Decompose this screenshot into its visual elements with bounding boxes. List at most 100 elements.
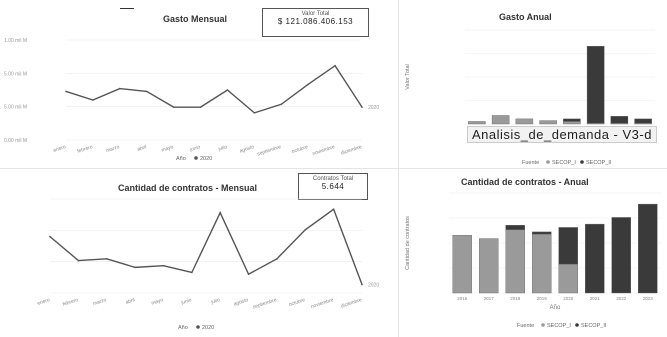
annual-spend-title: Gasto Anual xyxy=(499,12,552,22)
legend-item: 2020 xyxy=(200,156,212,162)
bar-SECOP_II-2020 xyxy=(558,227,578,265)
data-point xyxy=(145,90,148,93)
horizontal-divider xyxy=(0,168,667,169)
legend-item: SECOP_I xyxy=(547,323,571,329)
x-tick-label: abril xyxy=(125,297,136,306)
kpi-value: 5.644 xyxy=(321,182,345,191)
x-tick-label: 2016 xyxy=(457,296,468,301)
y-tick-label: 5.00 mil M xyxy=(4,71,27,77)
data-point xyxy=(247,273,250,275)
y-axis-label: Cantidad de contratos xyxy=(405,216,411,270)
monthly-contracts-title: Cantidad de contratos - Mensual xyxy=(118,183,258,193)
data-point xyxy=(361,106,363,108)
bar-SECOP_II-2022 xyxy=(610,116,629,124)
bar-SECOP_II-2018 xyxy=(505,225,525,230)
logo-mark xyxy=(120,8,134,9)
x-tick-label: junio xyxy=(180,297,193,306)
x-tick-label: 2023 xyxy=(643,296,654,301)
data-point xyxy=(134,266,136,269)
data-point xyxy=(361,283,363,286)
kpi-value: $ 121.086.406.153 xyxy=(277,17,354,26)
bar-SECOP_I-2017 xyxy=(491,115,510,125)
series-end-label: 2020 xyxy=(368,105,379,111)
bar-SECOP_I-2020 xyxy=(558,263,578,294)
x-tick-label: noviembre xyxy=(312,144,336,157)
data-point xyxy=(334,64,336,67)
bar-SECOP_II-2021 xyxy=(585,223,605,294)
x-tick-label: septiembre xyxy=(257,144,283,157)
legend-swatch xyxy=(546,160,550,164)
series-end-label: 2020 xyxy=(368,282,379,288)
x-tick-label: diciembre xyxy=(340,144,363,156)
monthly-spend-line-chart[interactable]: enero febrero marzo abril mayo junio julio agos… xyxy=(0,0,398,168)
x-tick-label: 2021 xyxy=(590,296,601,301)
x-tick-label: septiembre xyxy=(252,297,278,310)
annual-contracts-panel: Cantidad de contratos - Anual 2016 2017 20… xyxy=(399,169,667,337)
monthly-contracts-panel: Cantidad de contratos - Mensual Contrato… xyxy=(0,169,398,337)
x-tick-label: diciembre xyxy=(340,297,363,309)
data-point xyxy=(119,87,121,90)
legend-label: Año xyxy=(176,156,186,162)
legend-swatch xyxy=(541,323,545,327)
data-point xyxy=(307,83,309,86)
x-tick-label: julio xyxy=(217,144,228,153)
x-tick-label: agosto xyxy=(233,297,249,307)
x-tick-label: octubre xyxy=(291,144,309,155)
window-title-tooltip: Analisis_de_demanda - V3-d xyxy=(467,126,657,143)
monthly-spend-panel: Gasto Mensual Valor Total $ 121.086.406.… xyxy=(0,0,398,168)
annual-contracts-bar-chart[interactable]: 2016 2017 2018 2019 2020 2021 2022 2023 Cantidad… xyxy=(399,169,667,337)
legend-label: Año xyxy=(178,325,188,331)
data-point xyxy=(304,228,307,231)
legend-item: SECOP_II xyxy=(581,323,607,329)
monthly-contracts-kpi-card[interactable]: Contratos Total 5.644 xyxy=(298,173,368,200)
x-tick-label: marzo xyxy=(92,297,107,307)
x-tick-label: julio xyxy=(210,297,221,306)
data-point xyxy=(172,106,175,108)
data-point xyxy=(276,258,278,260)
data-point xyxy=(226,89,229,91)
data-point xyxy=(65,90,67,93)
x-tick-label: 2018 xyxy=(510,296,521,301)
x-tick-label: enero xyxy=(37,297,51,307)
data-point xyxy=(253,112,256,114)
data-point xyxy=(92,99,94,101)
y-tick-label: 5.00 mil M xyxy=(4,105,27,111)
bar-SECOP_I-2017 xyxy=(479,238,499,294)
kpi-label: Contratos Total xyxy=(312,176,354,182)
bar-SECOP_II-2020 xyxy=(563,118,581,122)
x-tick-label: abril xyxy=(137,144,148,153)
series-line-2020 xyxy=(49,208,363,285)
legend-item: SECOP_II xyxy=(586,160,612,166)
kpi-label: Valor Total xyxy=(301,11,330,17)
bar-SECOP_II-2023 xyxy=(634,118,652,124)
y-tick-label: 1.00 mil M xyxy=(4,38,27,44)
legend-swatch xyxy=(580,160,584,164)
data-point xyxy=(191,271,193,274)
legend-swatch xyxy=(194,156,198,160)
data-point xyxy=(280,103,283,106)
x-tick-label: 2019 xyxy=(537,296,548,301)
bar-SECOP_II-2019 xyxy=(532,231,552,235)
bar-SECOP_I-2018 xyxy=(505,229,525,294)
data-point xyxy=(199,106,202,108)
monthly-spend-kpi-card[interactable]: Valor Total $ 121.086.406.153 xyxy=(262,8,369,37)
legend-swatch xyxy=(575,323,579,327)
bar-SECOP_I-2016 xyxy=(468,121,486,125)
legend-item: SECOP_I xyxy=(552,160,576,166)
monthly-contracts-line-chart[interactable]: enero febrero marzo abril mayo junio julio agos… xyxy=(0,169,398,337)
x-tick-label: 2020 xyxy=(563,296,574,301)
data-point xyxy=(77,259,80,262)
bar-SECOP_I-2018 xyxy=(515,118,534,125)
bar-SECOP_I-2019 xyxy=(539,120,557,125)
series-line-2020 xyxy=(65,64,363,114)
legend-swatch xyxy=(196,325,200,329)
data-point xyxy=(219,211,221,214)
x-tick-label: mayo xyxy=(151,297,165,307)
legend-label: Fuente xyxy=(522,160,539,166)
x-tick-label: junio xyxy=(188,144,201,153)
data-point xyxy=(105,258,108,260)
x-tick-label: febrero xyxy=(62,297,79,308)
bar-SECOP_II-2023 xyxy=(638,203,658,294)
legend-label: Fuente xyxy=(517,323,534,329)
x-tick-label: marzo xyxy=(105,144,120,154)
